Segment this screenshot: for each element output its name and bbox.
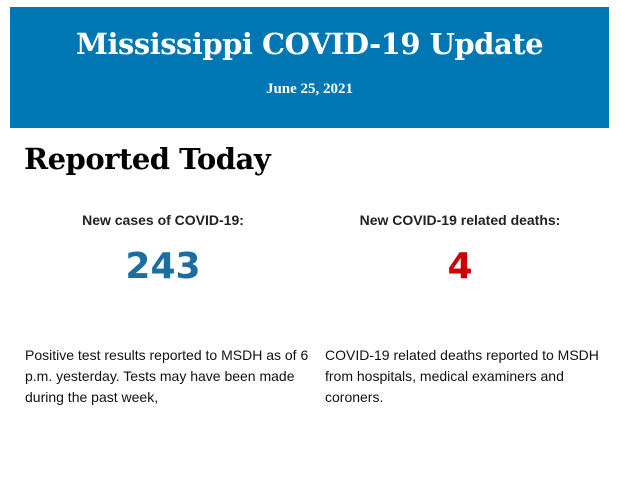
new-cases-label: New cases of COVID-19: xyxy=(82,212,244,228)
cases-description: Positive test results reported to MSDH a… xyxy=(25,347,309,405)
section-heading: Reported Today xyxy=(24,142,271,176)
report-date: June 25, 2021 xyxy=(265,81,354,97)
header-banner: Mississippi COVID-19 Update June 25, 202… xyxy=(10,7,609,128)
new-cases-value: 243 xyxy=(125,246,201,287)
new-cases-panel: New cases of COVID-19: 243 xyxy=(18,212,308,287)
deaths-description: COVID-19 related deaths reported to MSDH… xyxy=(325,347,599,405)
new-deaths-panel: New COVID-19 related deaths: 4 xyxy=(315,212,605,287)
new-deaths-label: New COVID-19 related deaths: xyxy=(359,212,561,228)
page-title: Mississippi COVID-19 Update xyxy=(75,27,544,61)
new-deaths-value: 4 xyxy=(447,246,473,287)
